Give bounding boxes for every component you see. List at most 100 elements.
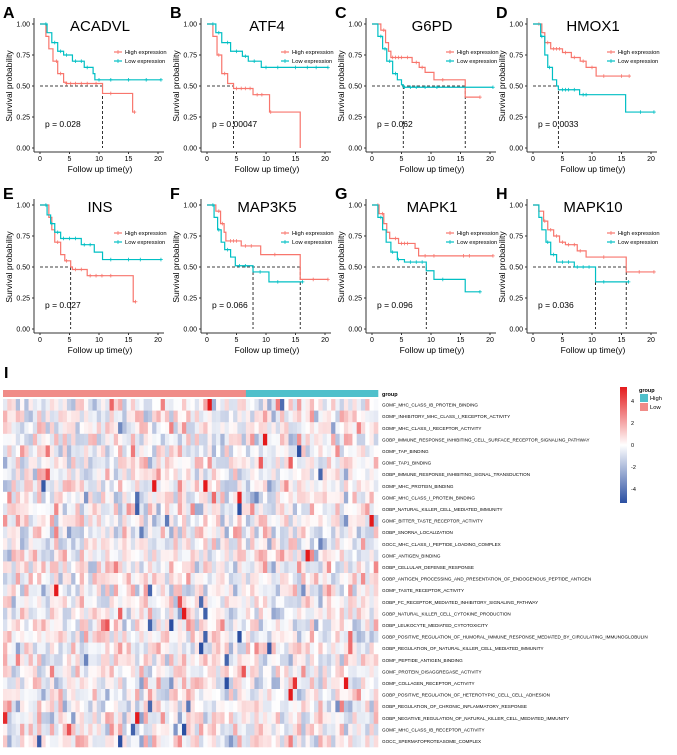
heatmap-cell (190, 561, 196, 574)
heatmap-cell (130, 526, 136, 539)
heatmap-cell (271, 619, 277, 632)
heatmap-cell (309, 445, 315, 458)
heatmap-cell (258, 607, 264, 620)
heatmap-cell (250, 491, 255, 504)
row-label: GOBP_IMMUNE_RESPONSE_INHIBITING_CELL_SUR… (382, 437, 590, 442)
heatmap-cell (250, 515, 255, 527)
heatmap-cell (262, 689, 268, 701)
heatmap-cell (258, 549, 264, 562)
heatmap-cell (228, 700, 234, 713)
heatmap-cell (164, 596, 170, 609)
heatmap-cell (224, 410, 230, 423)
heatmap-cell (356, 433, 362, 446)
heatmap-cell (139, 538, 144, 551)
censor-mark (326, 277, 330, 282)
heatmap-cell (7, 642, 12, 655)
heatmap-cell (11, 433, 17, 446)
heatmap-cell (262, 491, 268, 504)
heatmap-cell (71, 422, 76, 435)
heatmap-cell (267, 445, 272, 458)
censor-mark (82, 242, 87, 247)
heatmap-cell (233, 573, 238, 585)
heatmap-cell (339, 723, 345, 736)
heatmap-cell (20, 480, 25, 493)
heatmap-cell (194, 735, 200, 748)
heatmap-cell (177, 735, 183, 748)
censor-mark (551, 252, 556, 257)
y-tick-label: 0.25 (183, 296, 197, 303)
heatmap-cell (305, 689, 311, 701)
heatmap-cell (211, 549, 217, 562)
x-tick-label: 5 (235, 156, 239, 163)
heatmap-cell (130, 573, 136, 585)
heatmap-cell (335, 538, 340, 551)
heatmap-cell (113, 480, 119, 493)
heatmap-cell (101, 723, 106, 736)
heatmap-cell (220, 607, 225, 620)
heatmap-cell (24, 596, 29, 609)
censor-mark (652, 270, 656, 274)
heatmap-cell (41, 665, 46, 678)
heatmap-cell (71, 654, 76, 667)
heatmap-cell (211, 712, 217, 725)
heatmap-cell (352, 538, 357, 551)
heatmap-cell (250, 654, 255, 667)
heatmap-cell (194, 654, 200, 667)
y-tick-label: 0.75 (16, 53, 30, 60)
heatmap-cell (152, 665, 157, 678)
heatmap-cell (254, 665, 259, 678)
heatmap-cell (28, 410, 34, 423)
heatmap-cell (75, 700, 81, 713)
heatmap-cell (101, 399, 106, 411)
heatmap-cell (237, 503, 242, 516)
heatmap-cell (169, 422, 174, 435)
heatmap-cell (66, 573, 72, 585)
heatmap-cell (335, 607, 340, 620)
heatmap-cell (92, 584, 98, 597)
heatmap-cell (305, 480, 311, 493)
heatmap-cell (343, 399, 349, 411)
heatmap-cell (335, 503, 340, 516)
row-label: GOMF_TAP1_BINDING (382, 461, 432, 466)
heatmap-cell (160, 712, 166, 725)
heatmap-cell (254, 607, 259, 620)
heatmap-cell (241, 735, 247, 748)
heatmap-cell (28, 700, 34, 713)
heatmap-cell (250, 665, 255, 678)
censor-mark (217, 209, 221, 213)
heatmap-cell (96, 584, 102, 597)
heatmap-cell (339, 480, 345, 493)
heatmap-cell (369, 712, 375, 725)
heatmap-cell (326, 445, 332, 458)
heatmap-cell (314, 712, 319, 725)
heatmap-cell (369, 399, 375, 411)
heatmap-cell (275, 549, 281, 562)
heatmap-cell (71, 619, 76, 632)
heatmap-cell (258, 445, 264, 458)
censor-mark (626, 280, 631, 284)
heatmap-cell (194, 631, 200, 643)
heatmap-cell (190, 515, 196, 527)
censor-mark (379, 34, 383, 39)
heatmap-cell (169, 689, 174, 701)
heatmap-cell (79, 607, 85, 620)
heatmap-cell (160, 573, 166, 585)
heatmap-cell (190, 700, 196, 713)
heatmap-cell (245, 607, 251, 620)
heatmap-cell (254, 723, 259, 736)
heatmap-cell (254, 538, 259, 551)
heatmap-cell (335, 433, 340, 446)
heatmap-cell (271, 689, 277, 701)
heatmap-cell (88, 735, 93, 748)
heatmap-cell (118, 584, 123, 597)
y-tick-label: 0.00 (509, 146, 523, 153)
heatmap-cell (254, 700, 259, 713)
heatmap-cell (292, 573, 298, 585)
heatmap-cell (279, 422, 285, 435)
heatmap-cell (275, 422, 281, 435)
censor-mark (264, 65, 268, 70)
heatmap-cell (360, 503, 366, 516)
heatmap-cell (348, 619, 353, 632)
heatmap-cell (186, 468, 191, 481)
heatmap-cell (322, 619, 328, 632)
